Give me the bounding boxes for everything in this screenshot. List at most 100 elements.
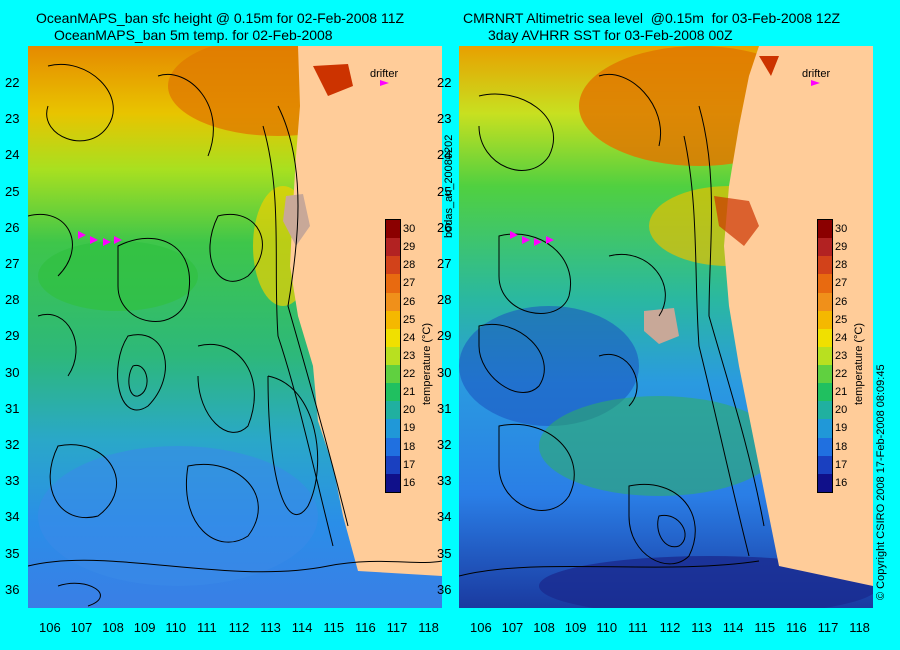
lon-tick-right: 106 (470, 620, 492, 635)
lat-tick-right: 28 (437, 292, 452, 308)
colorbar-tick: 16 (403, 476, 416, 489)
lat-tick-right: 33 (437, 473, 452, 489)
colorbar-tick: 18 (403, 440, 416, 453)
colorbar-tick: 18 (835, 440, 848, 453)
lat-tick-right: 32 (437, 437, 452, 452)
left-title-line2: OceanMAPS_ban 5m temp. for 02-Feb-2008 (54, 27, 333, 43)
right-colorbar (817, 219, 833, 493)
lon-tick-left: 106 (39, 620, 61, 635)
colorbar-tick: 17 (835, 458, 848, 471)
colorbar-swatch (386, 473, 400, 492)
left-title-line1: OceanMAPS_ban sfc height @ 0.15m for 02-… (36, 10, 405, 26)
lon-tick-left: 113 (260, 620, 281, 635)
right-map-panel (459, 46, 873, 608)
colorbar-swatch (818, 383, 832, 402)
lon-tick-left: 111 (197, 620, 217, 635)
colorbar-tick: 23 (835, 349, 848, 362)
colorbar-swatch (818, 401, 832, 420)
lat-tick-left: 33 (5, 473, 20, 489)
lat-tick-right: 25 (437, 183, 452, 199)
colorbar-tick: 26 (835, 295, 848, 308)
colorbar-tick: 30 (835, 223, 848, 235)
colorbar-swatch (818, 346, 832, 366)
lat-tick-left: 27 (5, 256, 20, 271)
colorbar-swatch (386, 292, 400, 311)
colorbar-tick: 20 (835, 404, 848, 417)
lon-tick-right: 108 (533, 620, 555, 635)
lon-tick-left: 107 (70, 620, 93, 635)
lat-tick-left: 28 (5, 292, 20, 308)
lat-tick-right: 22 (437, 75, 452, 90)
copyright-text: © Copyright CSIRO 2008 17-Feb-2008 08:09… (875, 364, 887, 600)
lon-tick-left: 117 (386, 620, 408, 635)
colorbar-tick: 24 (403, 331, 416, 344)
lat-tick-left: 34 (5, 509, 20, 525)
left-colorbar (385, 219, 401, 493)
right-title-line1: CMRNRT Altimetric sea level @0.15m for 0… (463, 10, 841, 26)
colorbar-tick: 21 (835, 386, 848, 399)
lon-tick-right: 112 (659, 620, 681, 635)
colorbar-tick: 21 (403, 386, 416, 399)
colorbar-swatch (818, 220, 832, 239)
lon-tick-left: 112 (228, 620, 250, 635)
colorbar-swatch (386, 437, 400, 456)
colorbar-tick: 22 (403, 368, 416, 381)
lon-tick-right: 117 (817, 620, 839, 635)
lat-tick-right: 26 (437, 219, 452, 235)
lon-tick-left: 110 (165, 620, 187, 635)
colorbar-tick: 24 (835, 331, 848, 344)
colorbar-swatch (386, 220, 400, 239)
lat-tick-left: 26 (5, 219, 20, 235)
lat-tick-left: 23 (5, 111, 20, 127)
lon-tick-right: 118 (849, 620, 870, 635)
lat-tick-right: 23 (437, 111, 452, 127)
colorbar-tick: 29 (403, 241, 416, 254)
right-title-line2: 3day AVHRR SST for 03-Feb-2008 00Z (488, 27, 733, 43)
colorbar-swatch (818, 455, 832, 474)
colorbar-tick: 23 (403, 349, 416, 362)
lat-tick-left: 32 (5, 437, 20, 452)
colorbar-tick: 20 (403, 404, 416, 417)
colorbar-swatch (386, 419, 400, 438)
colorbar-swatch (818, 238, 832, 257)
left-map-panel (28, 46, 442, 608)
colorbar-swatch (818, 473, 832, 492)
colorbar-swatch (386, 238, 400, 257)
colorbar-swatch (386, 401, 400, 420)
colorbar-tick: 19 (403, 422, 416, 435)
lon-tick-right: 110 (596, 620, 618, 635)
colorbar-swatch (386, 310, 400, 329)
lon-tick-right: 109 (564, 620, 587, 635)
right-drifter-legend: drifter (802, 68, 831, 80)
colorbar-swatch (818, 292, 832, 311)
colorbar-swatch (818, 256, 832, 275)
lat-tick-right: 29 (437, 328, 452, 344)
colorbar-tick: 27 (403, 277, 416, 290)
colorbar-swatch (386, 274, 400, 293)
colorbar-tick: 16 (835, 476, 848, 489)
lon-tick-left: 109 (133, 620, 156, 635)
lon-tick-left: 116 (355, 620, 376, 635)
left-colorbar-label: temperature (°C) (421, 322, 433, 405)
lon-tick-left: 108 (102, 620, 124, 635)
colorbar-tick: 27 (835, 277, 848, 290)
colorbar-swatch (818, 310, 832, 329)
lon-tick-left: 115 (323, 620, 345, 635)
lat-tick-left: 35 (5, 545, 20, 561)
left-drifter-legend: drifter (370, 68, 399, 80)
lat-tick-left: 31 (5, 400, 20, 416)
colorbar-swatch (818, 437, 832, 456)
colorbar-tick: 29 (835, 241, 848, 254)
lon-tick-right: 114 (722, 620, 744, 635)
lon-tick-right: 107 (501, 620, 524, 635)
lat-tick-right: 35 (437, 545, 452, 561)
colorbar-swatch (386, 346, 400, 366)
lat-tick-left: 29 (5, 328, 20, 344)
lat-tick-left: 30 (5, 364, 20, 380)
lon-tick-right: 115 (754, 620, 776, 635)
colorbar-swatch (386, 328, 400, 347)
lat-tick-left: 36 (5, 581, 20, 597)
colorbar-tick: 30 (403, 223, 416, 235)
colorbar-swatch (818, 365, 832, 384)
colorbar-tick: 25 (835, 313, 848, 326)
